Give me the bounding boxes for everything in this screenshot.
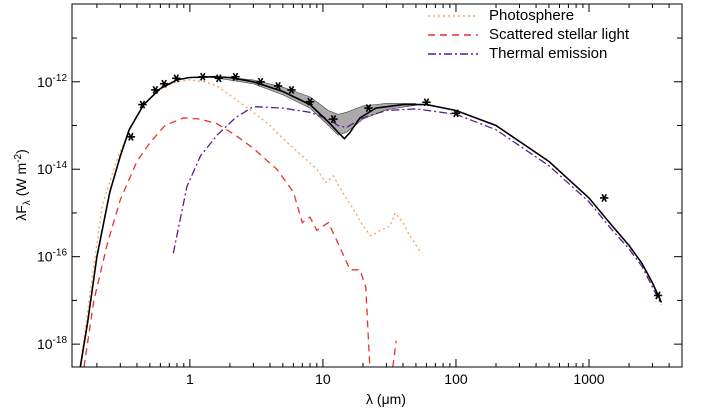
- observation-point: [329, 115, 338, 124]
- observation-point: [422, 98, 431, 107]
- legend: Photosphere Scattered stellar light Therma…: [428, 7, 630, 62]
- x-tick-label: 100: [444, 371, 468, 387]
- observation-point: [287, 85, 296, 94]
- observation-point: [138, 100, 147, 109]
- model-range-band: [213, 75, 417, 136]
- series-thermal-emission: [172, 105, 662, 305]
- plot-frame: [71, 3, 683, 368]
- legend-label-scattered-stellar-light: Scattered stellar light: [489, 26, 630, 43]
- y-axis-title: λFλ (W m-2): [13, 149, 33, 221]
- y-axis-title-main: λF: [13, 205, 29, 221]
- x-tick-label: 1: [186, 371, 194, 387]
- y-axis-title-unit-exp: -2: [13, 153, 24, 162]
- observation-point: [151, 85, 160, 94]
- series-scattered-stellar-light: [83, 117, 371, 367]
- x-axis-title: λ (μm): [366, 391, 406, 407]
- observation-point: [599, 193, 609, 203]
- legend-label-photosphere: Photosphere: [489, 7, 574, 24]
- x-tick-label: 10: [315, 371, 331, 387]
- observation-point: [159, 79, 169, 88]
- series-total-model: [79, 75, 663, 367]
- y-axis-title-unit-close: ): [13, 149, 29, 154]
- y-tick-label: 10-12: [37, 73, 67, 90]
- y-tick-label: 10-14: [37, 160, 67, 177]
- series-photosphere: [79, 79, 422, 367]
- observation-point: [172, 74, 181, 83]
- observation-point: [198, 72, 207, 81]
- y-tick-label: 10-16: [37, 248, 67, 265]
- y-tick-label: 10-18: [37, 335, 67, 352]
- y-axis-title-sub: λ: [22, 200, 33, 205]
- x-tick-label: 1000: [573, 371, 604, 387]
- observation-point: [364, 104, 373, 113]
- observation-point: [653, 291, 663, 300]
- observation-point: [451, 109, 461, 118]
- observation-point: [305, 97, 315, 106]
- observation-point: [256, 77, 265, 86]
- observation-point: [126, 132, 136, 141]
- observation-point: [231, 72, 240, 81]
- y-axis-title-unit: (W m: [13, 163, 29, 196]
- legend-label-thermal-emission: Thermal emission: [489, 45, 607, 62]
- observation-point: [214, 74, 224, 83]
- series-scattered-stellar-light-long-tail: [392, 340, 397, 367]
- observation-point: [273, 81, 283, 91]
